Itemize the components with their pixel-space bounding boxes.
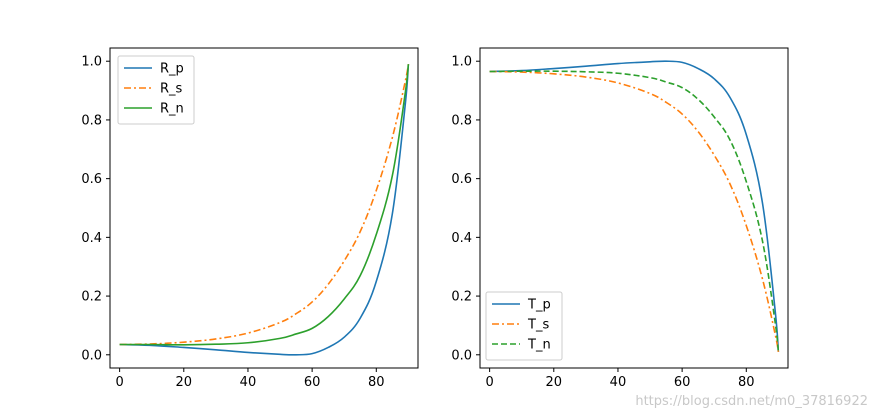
axes-frame <box>109 47 419 369</box>
series-line-t-n <box>489 70 780 352</box>
x-tick-label: 80 <box>368 375 385 390</box>
reflectance-plot: 0 20 40 60 80 0.0 0.2 0.4 0.6 0.8 1.0 R_p R_s R_n <box>81 47 419 390</box>
series-line-r-s <box>119 64 410 346</box>
y-tick-label: 0.4 <box>451 231 472 246</box>
x-tick-label: 40 <box>610 375 627 390</box>
x-tick-label: 0 <box>115 375 123 390</box>
legend-label: T_s <box>527 318 549 333</box>
series-line-r-n <box>119 64 410 346</box>
legend-label: T_n <box>527 338 551 353</box>
y-tick-label: 0.6 <box>81 172 102 187</box>
series-line-t-p <box>489 60 780 352</box>
y-tick-label: 0.8 <box>451 113 472 128</box>
series-line-t-s <box>489 70 780 352</box>
x-tick-label: 80 <box>738 375 755 390</box>
y-tick-label: 0.2 <box>81 290 102 305</box>
legend-label: T_p <box>527 298 551 313</box>
series-line-r-p <box>119 64 410 356</box>
y-tick-label: 0.0 <box>81 348 102 363</box>
y-tick-label: 0.2 <box>451 290 472 305</box>
axes-frame <box>479 47 789 369</box>
watermark-text: https://blog.csdn.net/m0_37816922 <box>635 394 868 409</box>
x-tick-label: 20 <box>176 375 193 390</box>
y-tick-label: 0.0 <box>451 348 472 363</box>
transmittance-plot: 0 20 40 60 80 0.0 0.2 0.4 0.6 0.8 1.0 T_p T_s T_n <box>451 47 789 390</box>
y-tick-label: 0.4 <box>81 231 102 246</box>
y-tick-label: 1.0 <box>81 55 102 70</box>
y-tick-label: 0.6 <box>451 172 472 187</box>
series-group <box>489 60 780 352</box>
y-tick-label: 0.8 <box>81 113 102 128</box>
y-tick-label: 1.0 <box>451 55 472 70</box>
legend-box <box>117 55 195 125</box>
legend-label: R_n <box>160 102 184 117</box>
legend-label: R_p <box>160 62 184 77</box>
x-tick-label: 20 <box>546 375 563 390</box>
legend-box <box>485 291 563 361</box>
series-group <box>119 64 410 356</box>
legend: T_p T_s T_n <box>485 291 563 361</box>
x-tick-label: 0 <box>485 375 493 390</box>
legend: R_p R_s R_n <box>117 55 195 125</box>
legend-label: R_s <box>160 82 183 97</box>
x-tick-label: 60 <box>674 375 691 390</box>
x-tick-label: 60 <box>304 375 321 390</box>
x-tick-label: 40 <box>240 375 257 390</box>
